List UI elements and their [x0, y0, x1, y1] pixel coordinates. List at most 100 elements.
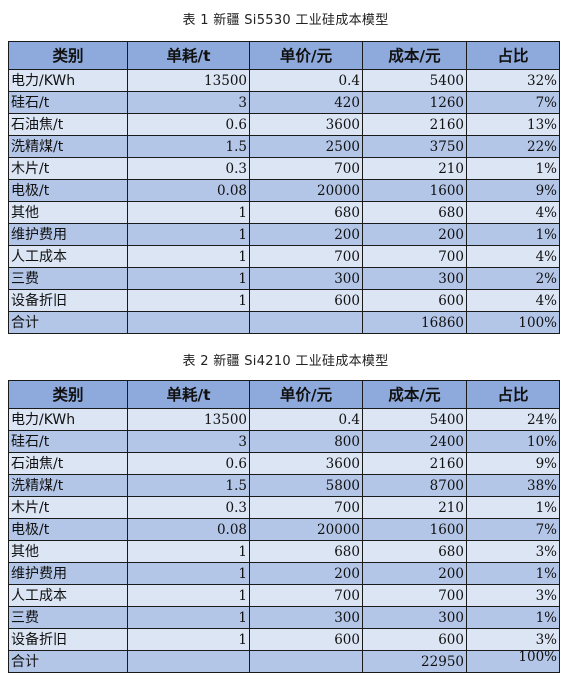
- row-cost: 1600: [362, 518, 467, 541]
- table-header-row: 类别 单耗/t 单价/元 成本/元 占比: [8, 380, 560, 409]
- table-row: 电极/t 0.08 20000 1600 7%: [8, 518, 560, 541]
- row-share: 4%: [466, 289, 560, 312]
- row-unit-price: 0.4: [249, 408, 363, 431]
- row-share: 3%: [466, 584, 560, 607]
- row-category: 人工成本: [8, 245, 128, 268]
- row-unit-price: 3600: [249, 452, 363, 475]
- row-unit-price: 5800: [249, 474, 363, 497]
- table-header-row: 类别 单耗/t 单价/元 成本/元 占比: [8, 41, 560, 70]
- row-cost: 680: [362, 201, 467, 224]
- row-category: 维护费用: [8, 223, 128, 246]
- row-unit-price: 200: [249, 223, 363, 246]
- row-cost: 600: [362, 289, 467, 312]
- header-category: 类别: [8, 41, 128, 70]
- row-consumption: 1: [127, 223, 250, 246]
- row-unit-price: 700: [249, 245, 363, 268]
- table-1-caption: 表 1 新疆 Si5530 工业硅成本模型: [182, 13, 389, 28]
- row-unit-price: 20000: [249, 518, 363, 541]
- row-consumption: 3: [127, 91, 250, 114]
- row-cost: 700: [362, 245, 467, 268]
- row-cost: 200: [362, 223, 467, 246]
- row-unit-price: 2500: [249, 135, 363, 158]
- row-cost: 210: [362, 157, 467, 180]
- table-row: 电力/KWh 13500 0.4 5400 24%: [8, 408, 560, 431]
- header-unit-price: 单价/元: [249, 41, 363, 70]
- row-share: 1%: [466, 562, 560, 585]
- row-share: 9%: [466, 452, 560, 475]
- row-cost: 8700: [362, 474, 467, 497]
- table-row: 硅石/t 3 420 1260 7%: [8, 91, 560, 114]
- total-row: 合计 22950 100%: [8, 650, 560, 673]
- table-row: 电力/KWh 13500 0.4 5400 32%: [8, 69, 560, 92]
- row-share: 1%: [466, 496, 560, 519]
- row-cost: 300: [362, 267, 467, 290]
- row-cost: 1260: [362, 91, 467, 114]
- total-label: 合计: [8, 311, 128, 334]
- row-category: 木片/t: [8, 157, 128, 180]
- table-row: 洗精煤/t 1.5 2500 3750 22%: [8, 135, 560, 158]
- row-share: 38%: [466, 474, 560, 497]
- row-category: 其他: [8, 201, 128, 224]
- header-cost: 成本/元: [362, 380, 467, 409]
- total-consumption: [127, 650, 250, 673]
- table-row: 维护费用 1 200 200 1%: [8, 223, 560, 246]
- row-unit-price: 600: [249, 289, 363, 312]
- row-category: 电力/KWh: [8, 69, 128, 92]
- table-row: 维护费用 1 200 200 1%: [8, 562, 560, 585]
- row-unit-price: 680: [249, 540, 363, 563]
- header-share: 占比: [466, 41, 560, 70]
- header-share: 占比: [466, 380, 560, 409]
- row-category: 维护费用: [8, 562, 128, 585]
- row-unit-price: 300: [249, 267, 363, 290]
- header-consumption: 单耗/t: [127, 41, 250, 70]
- row-category: 人工成本: [8, 584, 128, 607]
- row-share: 9%: [466, 179, 560, 202]
- total-unit-price: [249, 650, 363, 673]
- row-cost: 210: [362, 496, 467, 519]
- header-category: 类别: [8, 380, 128, 409]
- row-category: 木片/t: [8, 496, 128, 519]
- row-category: 电力/KWh: [8, 408, 128, 431]
- row-category: 石油焦/t: [8, 113, 128, 136]
- row-cost: 2160: [362, 113, 467, 136]
- table-row: 木片/t 0.3 700 210 1%: [8, 157, 560, 180]
- row-cost: 700: [362, 584, 467, 607]
- row-share: 3%: [466, 540, 560, 563]
- total-consumption: [127, 311, 250, 334]
- row-unit-price: 420: [249, 91, 363, 114]
- row-consumption: 1.5: [127, 474, 250, 497]
- row-share: 13%: [466, 113, 560, 136]
- row-share: 10%: [466, 430, 560, 453]
- row-share: 1%: [466, 606, 560, 629]
- row-category: 设备折旧: [8, 628, 128, 651]
- row-share: 1%: [466, 157, 560, 180]
- row-cost: 2160: [362, 452, 467, 475]
- row-consumption: 1: [127, 584, 250, 607]
- table-row: 木片/t 0.3 700 210 1%: [8, 496, 560, 519]
- row-category: 其他: [8, 540, 128, 563]
- row-consumption: 0.08: [127, 518, 250, 541]
- table-row: 其他 1 680 680 4%: [8, 201, 560, 224]
- row-consumption: 0.3: [127, 157, 250, 180]
- row-cost: 200: [362, 562, 467, 585]
- row-share: 2%: [466, 267, 560, 290]
- row-unit-price: 800: [249, 430, 363, 453]
- row-category: 电极/t: [8, 518, 128, 541]
- table-row: 三费 1 300 300 2%: [8, 267, 560, 290]
- row-category: 硅石/t: [8, 91, 128, 114]
- table-row: 硅石/t 3 800 2400 10%: [8, 430, 560, 453]
- table-row: 人工成本 1 700 700 3%: [8, 584, 560, 607]
- row-category: 石油焦/t: [8, 452, 128, 475]
- row-cost: 600: [362, 628, 467, 651]
- row-share: 24%: [466, 408, 560, 431]
- header-unit-price: 单价/元: [249, 380, 363, 409]
- header-consumption: 单耗/t: [127, 380, 250, 409]
- table-row: 设备折旧 1 600 600 4%: [8, 289, 560, 312]
- table-2-caption: 表 2 新疆 Si4210 工业硅成本模型: [182, 354, 389, 369]
- table-row: 其他 1 680 680 3%: [8, 540, 560, 563]
- total-unit-price: [249, 311, 363, 334]
- total-share-value: 100%: [518, 650, 557, 665]
- row-cost: 5400: [362, 408, 467, 431]
- row-consumption: 0.6: [127, 452, 250, 475]
- total-share: 100%: [466, 650, 560, 673]
